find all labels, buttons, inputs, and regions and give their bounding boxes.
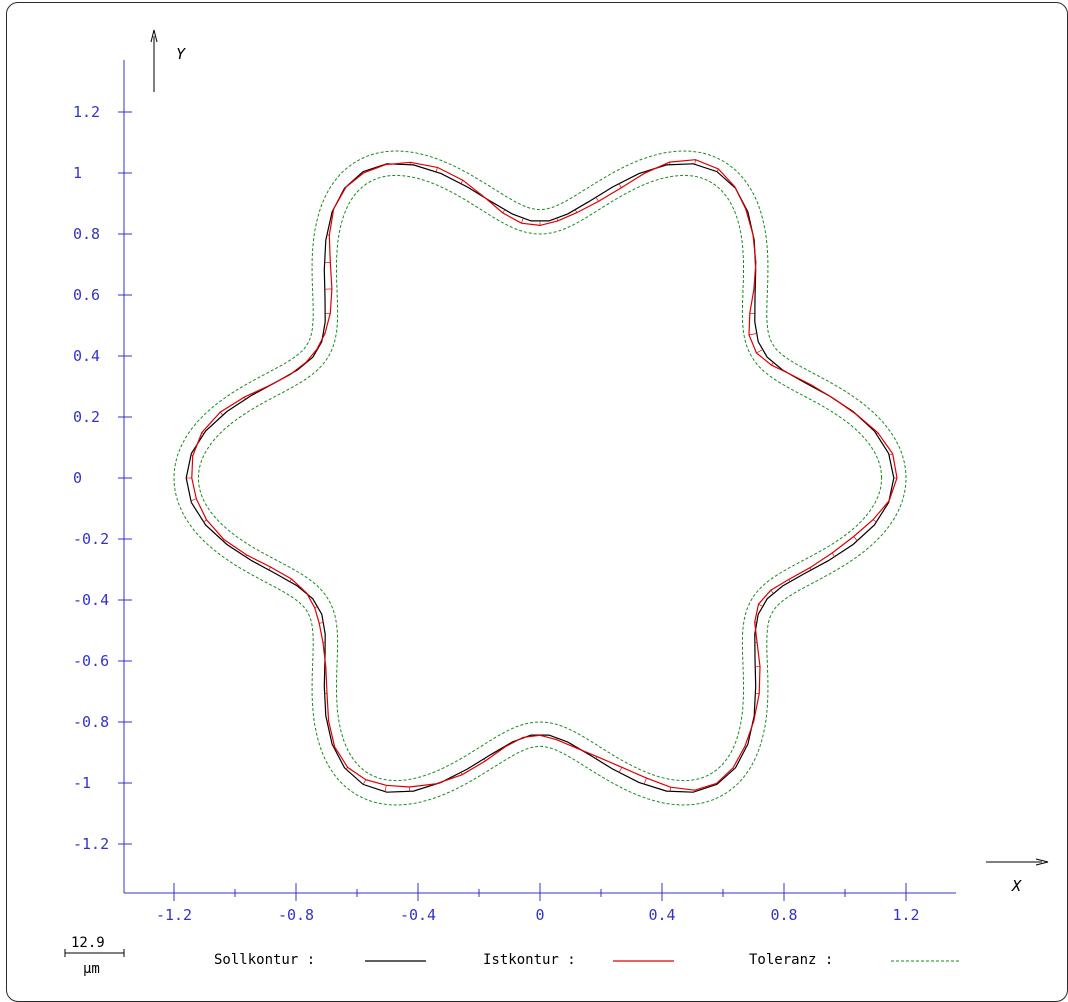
y-tick-label: 1 xyxy=(73,164,82,182)
y-tick-label: 0.4 xyxy=(73,347,100,365)
y-tick-label: 0 xyxy=(73,469,82,487)
nominal-contour xyxy=(186,164,894,792)
deviation-whisker xyxy=(203,520,206,523)
deviation-whisker xyxy=(877,433,878,434)
deviation-whisker xyxy=(521,219,523,224)
deviation-whisker xyxy=(716,784,717,785)
x-tick-label: -1.2 xyxy=(156,906,192,924)
y-tick-label: -0.6 xyxy=(73,652,109,670)
deviation-whisker xyxy=(644,778,647,784)
x-tick-label: -0.4 xyxy=(400,906,436,924)
deviation-whisker xyxy=(717,169,719,172)
deviation-whisker xyxy=(333,747,334,748)
deviation-whisker xyxy=(596,197,599,201)
deviation-whisker xyxy=(484,759,485,761)
y-tick-label: -0.2 xyxy=(73,530,109,548)
y-tick-label: 0.2 xyxy=(73,408,100,426)
y-tick-label: -0.8 xyxy=(73,713,109,731)
actual-contour xyxy=(186,160,897,792)
tolerance-inner-line xyxy=(198,175,881,780)
x-tick-label: 1.2 xyxy=(892,906,919,924)
deviation-whisker xyxy=(191,499,197,501)
scale-bar-value: 12.9 xyxy=(71,935,105,951)
deviation-whisker xyxy=(811,385,812,386)
y-tick-label: -1 xyxy=(73,774,91,792)
deviation-whisker xyxy=(832,553,834,557)
deviation-whisker xyxy=(771,590,773,593)
tolerance-outer-curve xyxy=(174,151,906,805)
deviation-whisker xyxy=(749,334,756,335)
legend-label-toleranz: Toleranz : xyxy=(749,952,833,968)
x-tick-label: 0 xyxy=(535,906,544,924)
x-axis-ticks: -1.2 -0.8 -0.4 0 0.4 0.8 1.2 xyxy=(156,883,920,924)
deviation-whisker xyxy=(619,183,621,187)
contour-chart: -1.2 -0.8 -0.4 0 0.4 0.8 1.2 1.2 1 0.8 0.6 0.4 0.2 0… xyxy=(0,0,1068,979)
deviation-whisker xyxy=(327,235,330,236)
deviation-whisker xyxy=(619,767,622,772)
deviation-whisker xyxy=(461,180,463,183)
deviation-whisker xyxy=(757,350,762,353)
y-tick-label: -1.2 xyxy=(73,835,109,853)
deviation-whisker xyxy=(363,780,366,785)
deviation-whisker xyxy=(873,520,876,523)
scale-bar-unit: μm xyxy=(83,961,100,977)
tolerance-inner-curve xyxy=(198,175,881,780)
y-axis-ticks: 1.2 1 0.8 0.6 0.4 0.2 0 -0.2 -0.4 -0.6 -0.8 -1 -1.2 xyxy=(73,103,132,853)
deviation-whisker xyxy=(771,363,773,365)
y-tick-label: 0.8 xyxy=(73,225,100,243)
y-tick-label: 0.6 xyxy=(73,286,100,304)
deviation-whisker xyxy=(290,579,291,582)
nominal-contour-line xyxy=(186,164,894,792)
deviation-whisker xyxy=(436,167,438,171)
legend-label-istkontur: Istkontur : xyxy=(483,952,576,968)
legend-label-sollkontur: Sollkontur : xyxy=(214,952,315,968)
deviation-whisker xyxy=(854,537,858,542)
x-tick-label: -0.8 xyxy=(278,906,314,924)
deviation-whisker xyxy=(461,773,462,775)
actual-contour-line xyxy=(192,160,897,791)
legend: Sollkontur : Istkontur : Toleranz : xyxy=(214,952,960,968)
deviation-whisker xyxy=(269,567,271,570)
y-tick-label: 1.2 xyxy=(73,103,100,121)
deviation-whisker xyxy=(733,768,735,769)
x-tick-label: 0.8 xyxy=(770,906,797,924)
deviation-whisker xyxy=(503,210,505,213)
deviation-whisker xyxy=(220,412,222,415)
deviation-whisker xyxy=(889,454,892,455)
x-axis-label: X xyxy=(1011,877,1022,895)
y-axis-label: Y xyxy=(176,45,186,63)
tolerance-outer-line xyxy=(174,151,906,805)
deviation-whisker xyxy=(575,210,577,213)
y-tick-label: -0.4 xyxy=(73,591,109,609)
deviation-whisker xyxy=(385,785,386,792)
deviation-whisker xyxy=(759,604,762,606)
x-tick-label: 0.4 xyxy=(648,906,675,924)
